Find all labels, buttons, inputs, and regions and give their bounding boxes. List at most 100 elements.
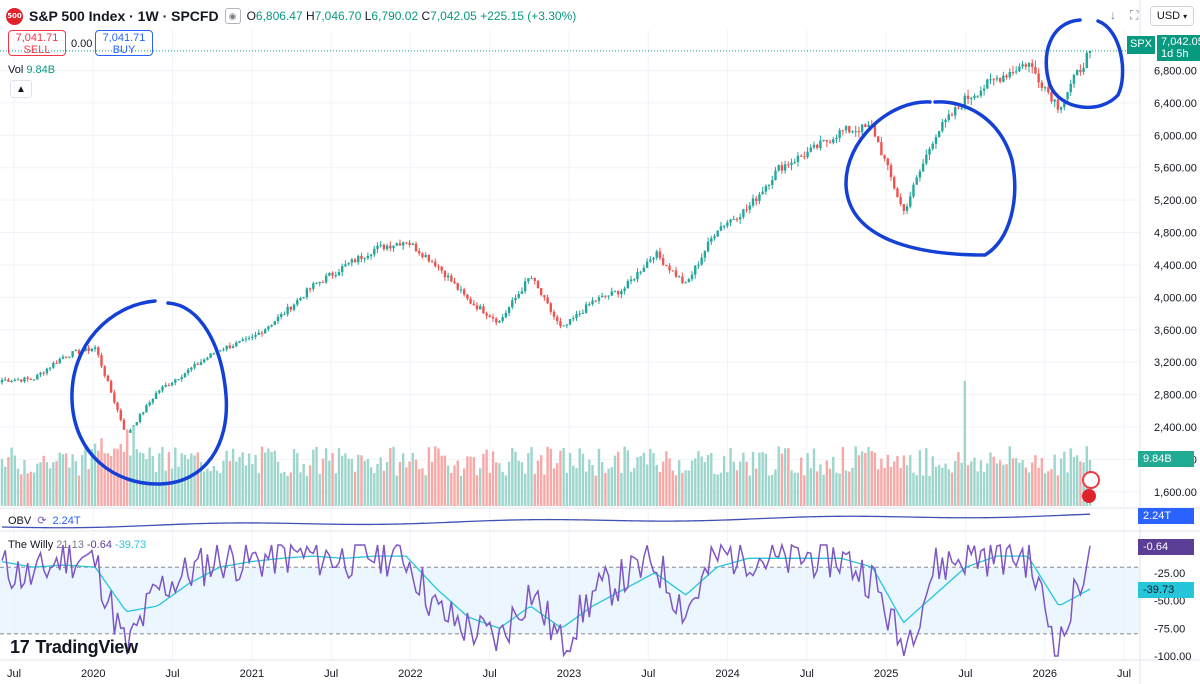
candle-body <box>1037 73 1040 83</box>
candle-body <box>235 342 238 347</box>
candle-body <box>482 306 485 314</box>
volume-bar <box>450 472 453 506</box>
volume-bar <box>559 450 562 506</box>
download-icon[interactable]: ↓ <box>1110 8 1116 22</box>
x-tick-label: Jul <box>958 668 972 680</box>
tradingview-logo[interactable]: 17 TradingView <box>10 637 138 657</box>
currency-select[interactable]: USD ▾ <box>1150 6 1194 26</box>
volume-bar <box>206 468 209 506</box>
candle-body <box>430 261 434 263</box>
volume-bar <box>289 472 293 506</box>
volume-bar <box>20 474 23 506</box>
volume-bar <box>405 467 408 506</box>
fullscreen-icon[interactable]: ⛶ <box>1130 8 1139 22</box>
volume-bar <box>989 452 992 506</box>
candle-body <box>238 340 241 343</box>
volume-bar <box>536 460 540 506</box>
candle-body <box>305 288 309 298</box>
collapse-legend-button[interactable]: ▲ <box>10 80 32 98</box>
y-tick-label: 4,800.00 <box>1154 228 1197 240</box>
volume-bar <box>334 473 337 506</box>
volume-bar <box>716 474 719 506</box>
volume-bar <box>1014 458 1018 506</box>
candle-body <box>48 367 52 369</box>
candle-body <box>642 267 646 272</box>
buy-button[interactable]: 7,041.71 BUY <box>95 30 153 56</box>
volume-bar <box>600 462 604 506</box>
candle-body <box>649 259 652 262</box>
volume-bar <box>10 447 13 506</box>
candle-body <box>180 377 183 380</box>
x-tick-label: Jul <box>641 668 655 680</box>
volume-bar <box>905 465 909 506</box>
volume-bar <box>700 456 703 506</box>
candle-body <box>129 429 132 433</box>
symbol-title[interactable]: S&P 500 Index · 1W · SPCFD <box>29 8 219 24</box>
flag-icon[interactable] <box>1082 489 1096 503</box>
sell-button[interactable]: 7,041.71 SELL <box>8 30 66 56</box>
volume-bar <box>665 451 668 506</box>
volume-bar <box>177 466 180 506</box>
volume-bar <box>324 448 328 506</box>
x-tick-label: 2022 <box>398 668 422 680</box>
candle-body <box>23 377 26 382</box>
candle-body <box>318 281 321 284</box>
candle-body <box>533 278 536 281</box>
candle-body <box>392 245 395 249</box>
candle-body <box>1069 83 1072 93</box>
candle-body <box>45 368 49 374</box>
candle-body <box>844 126 848 131</box>
volume-bar <box>161 446 164 506</box>
volume-bar <box>851 467 854 506</box>
candle-body <box>623 288 626 292</box>
candle-body <box>668 265 671 271</box>
candle-body <box>832 139 835 143</box>
candle-body <box>1056 99 1060 110</box>
eye-icon[interactable]: ◉ <box>224 8 241 24</box>
candle-body <box>995 78 999 80</box>
lightning-icon[interactable] <box>1082 471 1100 489</box>
volume-bar <box>626 450 630 506</box>
candle-body <box>716 230 719 237</box>
candle-body <box>247 337 251 339</box>
volume-bar <box>793 472 796 506</box>
candle-body <box>475 305 479 310</box>
volume-bar <box>231 448 235 506</box>
volume-bar <box>199 461 203 506</box>
candle-body <box>26 377 29 379</box>
volume-bar <box>649 448 652 506</box>
candle-body <box>706 241 710 252</box>
volume-bar <box>613 455 617 506</box>
volume-axis-label: 9.84B <box>1138 451 1194 467</box>
candle-body <box>418 251 421 254</box>
candle-body <box>777 165 780 171</box>
candle-body <box>655 251 658 258</box>
candle-body <box>857 131 861 133</box>
candle-body <box>806 151 809 158</box>
volume-bar <box>238 456 241 506</box>
volume-bar <box>726 472 729 506</box>
volume-bar <box>331 453 334 506</box>
volume-bar <box>799 457 803 506</box>
candle-body <box>106 375 110 381</box>
candle-body <box>501 317 504 321</box>
candle-body <box>998 78 1002 82</box>
volume-bar <box>729 448 732 506</box>
candle-body <box>1018 66 1021 72</box>
volume-bar <box>578 448 581 506</box>
volume-bar <box>170 468 174 506</box>
candle-body <box>774 170 777 181</box>
spread-value: 0.00 <box>71 38 93 50</box>
volume-bar <box>328 460 331 506</box>
volume-bar <box>16 468 20 506</box>
candle-body <box>491 317 495 319</box>
volume-bar <box>395 475 398 506</box>
candle-body <box>1002 75 1005 82</box>
candle-body <box>260 332 264 334</box>
refresh-icon[interactable]: ⟳ <box>37 515 47 527</box>
volume-bar <box>228 460 232 506</box>
volume-bar <box>350 458 354 506</box>
candle-body <box>450 275 453 282</box>
volume-bar <box>485 449 488 506</box>
